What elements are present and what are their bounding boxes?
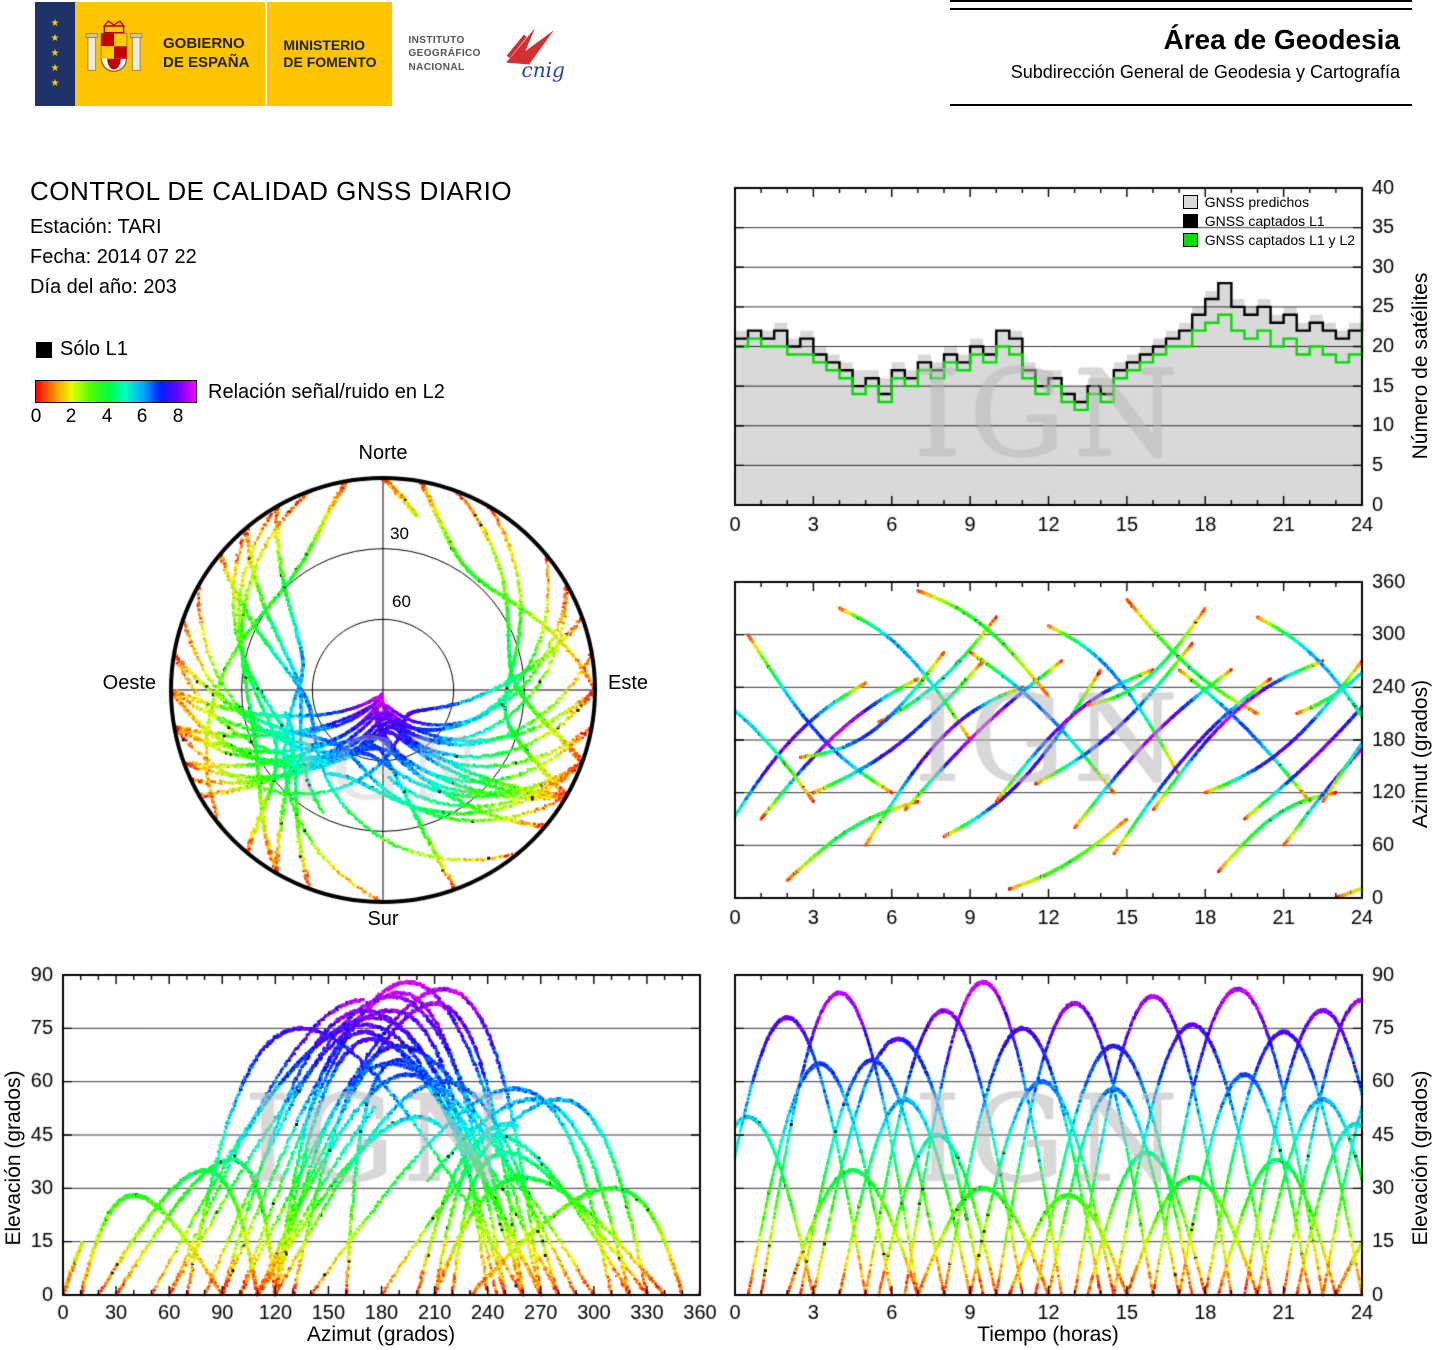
satellite-count-ylabel: Número de satélites xyxy=(1409,272,1432,460)
skyplot-east-label: Este xyxy=(608,672,649,694)
instituto-line1: INSTITUTO xyxy=(408,34,465,46)
legend-row: GNSS captados L1 y L2 xyxy=(1182,230,1355,249)
satellite-count-legend: GNSS predichos GNSS captados L1 GNSS cap… xyxy=(1182,192,1355,249)
area-subtitle: Subdirección General de Geodesia y Carto… xyxy=(1010,62,1400,82)
skyplot-south-label: Sur xyxy=(367,908,399,930)
ministerio-text: MINISTERIO DE FOMENTO xyxy=(267,37,392,72)
station-line: Estación: TARI xyxy=(30,216,162,238)
divider xyxy=(265,2,268,106)
spain-coat-of-arms-icon xyxy=(75,12,147,97)
azimuth-time-canvas xyxy=(727,568,1439,940)
snr-colorbar xyxy=(35,380,197,403)
instituto-panel: INSTITUTO GEOGRÁFICO NACIONAL xyxy=(392,2,481,106)
predichos-swatch xyxy=(1182,194,1198,209)
ring-30-label: 30 xyxy=(390,524,409,543)
skyplot-west-label: Oeste xyxy=(102,672,156,694)
elevation-time-xlabel: Tiempo (horas) xyxy=(977,1323,1119,1346)
snr-colorbar-ticks: 0 2 4 6 8 xyxy=(31,406,197,428)
skyplot-chart: Norte Sur Oeste Este 30 60 IGN xyxy=(90,440,650,940)
instituto-line3: NACIONAL xyxy=(408,61,465,73)
star-icon: ★ xyxy=(50,33,60,44)
satellite-count-chart: GNSS predichos GNSS captados L1 GNSS cap… xyxy=(727,180,1439,552)
skyplot-north-label: Norte xyxy=(358,442,408,464)
solo-l1-label: Sólo L1 xyxy=(60,338,128,360)
elevation-azimuth-xlabel: Azimut (grados) xyxy=(306,1323,456,1346)
elevation-azimuth-ylabel: Elevación (grados) xyxy=(2,1069,25,1246)
page-title: CONTROL DE CALIDAD GNSS DIARIO xyxy=(30,176,513,206)
snr-tick: 0 xyxy=(30,406,42,427)
area-geodesia-box: Área de Geodesia Subdirección General de… xyxy=(950,0,1412,106)
doy-line: Día del año: 203 xyxy=(30,276,177,298)
star-icon: ★ xyxy=(50,78,60,89)
divider xyxy=(950,8,1412,10)
instituto-line2: GEOGRÁFICO xyxy=(408,48,481,60)
ministerio-line2: DE FOMENTO xyxy=(283,54,377,70)
captados-l1-swatch xyxy=(1182,213,1198,228)
date-line: Fecha: 2014 07 22 xyxy=(30,246,197,268)
ring-60-label: 60 xyxy=(392,592,411,611)
gobierno-line2: DE ESPAÑA xyxy=(163,54,250,71)
gobierno-text: GOBIERNO DE ESPAÑA xyxy=(147,35,265,73)
skyplot-canvas xyxy=(90,440,650,940)
satellite-count-canvas xyxy=(727,180,1439,552)
cnig-logo: cnig xyxy=(480,2,583,106)
ministerio-line1: MINISTERIO xyxy=(283,36,366,53)
yellow-logo-panel: GOBIERNO DE ESPAÑA MINISTERIO DE FOMENTO xyxy=(75,2,393,106)
elevation-azimuth-canvas xyxy=(20,965,732,1350)
solo-l1-swatch xyxy=(36,341,52,358)
star-icon: ★ xyxy=(50,18,60,29)
area-title: Área de Geodesia xyxy=(1163,24,1400,55)
snr-tick: 4 xyxy=(101,406,113,427)
gobierno-line1: GOBIERNO xyxy=(163,35,245,53)
elevation-azimuth-chart: Elevación (grados) Azimut (grados) IGN xyxy=(2,965,732,1350)
star-icon: ★ xyxy=(50,63,60,74)
snr-tick: 2 xyxy=(65,406,77,427)
elevation-time-chart: Elevación (grados) Tiempo (horas) IGN xyxy=(727,965,1439,1350)
legend-row: GNSS predichos xyxy=(1182,192,1355,211)
predichos-label: GNSS predichos xyxy=(1204,193,1310,210)
captados-l1l2-label: GNSS captados L1 y L2 xyxy=(1204,231,1355,248)
snr-tick: 6 xyxy=(136,406,148,427)
snr-colorbar-label: Relación señal/ruido en L2 xyxy=(208,381,445,403)
elevation-time-canvas xyxy=(727,965,1439,1350)
instituto-text: INSTITUTO GEOGRÁFICO NACIONAL xyxy=(408,34,480,75)
solo-l1-legend: Sólo L1 xyxy=(36,338,128,361)
elevation-time-ylabel: Elevación (grados) xyxy=(1409,1069,1432,1246)
azimuth-time-chart: Azimut (grados) IGN xyxy=(727,568,1439,940)
captados-l1l2-swatch xyxy=(1182,232,1198,247)
snr-tick: 8 xyxy=(172,406,184,427)
azimuth-ylabel: Azimut (grados) xyxy=(1409,679,1432,829)
svg-text:cnig: cnig xyxy=(521,58,564,82)
star-icon: ★ xyxy=(50,48,60,59)
eu-flag-strip: ★ ★ ★ ★ ★ xyxy=(35,2,75,106)
legend-row: GNSS captados L1 xyxy=(1182,211,1355,230)
captados-l1-label: GNSS captados L1 xyxy=(1204,212,1325,229)
government-logo-block: ★ ★ ★ ★ ★ xyxy=(35,2,583,106)
